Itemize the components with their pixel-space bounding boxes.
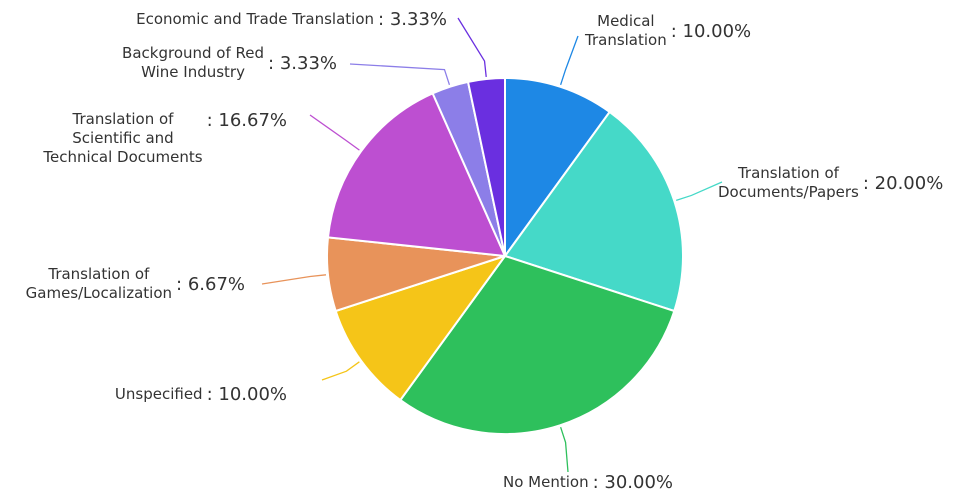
leader-line — [675, 181, 723, 201]
category-label: Economic and Trade Translation — [136, 10, 375, 28]
value-label: : 10.00% — [670, 20, 752, 42]
value-label: : 30.00% — [592, 472, 673, 493]
pie-slice — [503, 110, 684, 313]
value-label: : 3.33% — [268, 52, 337, 74]
value-label: : 10.00% — [206, 384, 287, 405]
pie-slice — [326, 92, 507, 258]
slice-label: Unspecified: 10.00% — [115, 384, 287, 405]
value-label: : 20.00% — [862, 172, 944, 194]
pie-slice — [466, 76, 506, 257]
category-label: Translation of Scientific and Technical … — [43, 110, 203, 166]
leader-line — [560, 426, 569, 473]
slice-label: Medical Translation: 10.00% — [585, 12, 751, 50]
value-label: : 3.33% — [378, 9, 447, 30]
slice-label: Translation of Documents/Papers: 20.00% — [718, 164, 943, 202]
category-label: Translation of Documents/Papers — [718, 164, 859, 201]
leader-line — [321, 361, 360, 381]
leader-line — [309, 114, 360, 151]
slice-label: Economic and Trade Translation: 3.33% — [136, 9, 447, 30]
value-label: : 16.67% — [206, 110, 287, 131]
category-label: No Mention — [503, 473, 589, 491]
pie-slice — [504, 76, 612, 260]
slice-label: Translation of Scientific and Technical … — [43, 110, 287, 167]
slice-label: No Mention: 30.00% — [503, 472, 673, 493]
category-label: Translation of Games/Localization — [25, 265, 173, 302]
slice-label: Translation of Games/Localization: 6.67% — [26, 265, 245, 303]
category-label: Unspecified — [114, 385, 203, 403]
pie-slice — [334, 254, 508, 402]
leader-line — [560, 35, 579, 86]
leader-line — [261, 274, 327, 285]
slice-label: Background of Red Wine Industry: 3.33% — [122, 44, 337, 82]
category-label: Background of Red Wine Industry — [122, 44, 265, 81]
pie-slice — [398, 254, 676, 435]
value-label: : 6.67% — [176, 273, 245, 295]
leader-line — [457, 17, 487, 78]
leader-line — [349, 63, 451, 85]
category-label: Medical Translation — [585, 12, 667, 49]
